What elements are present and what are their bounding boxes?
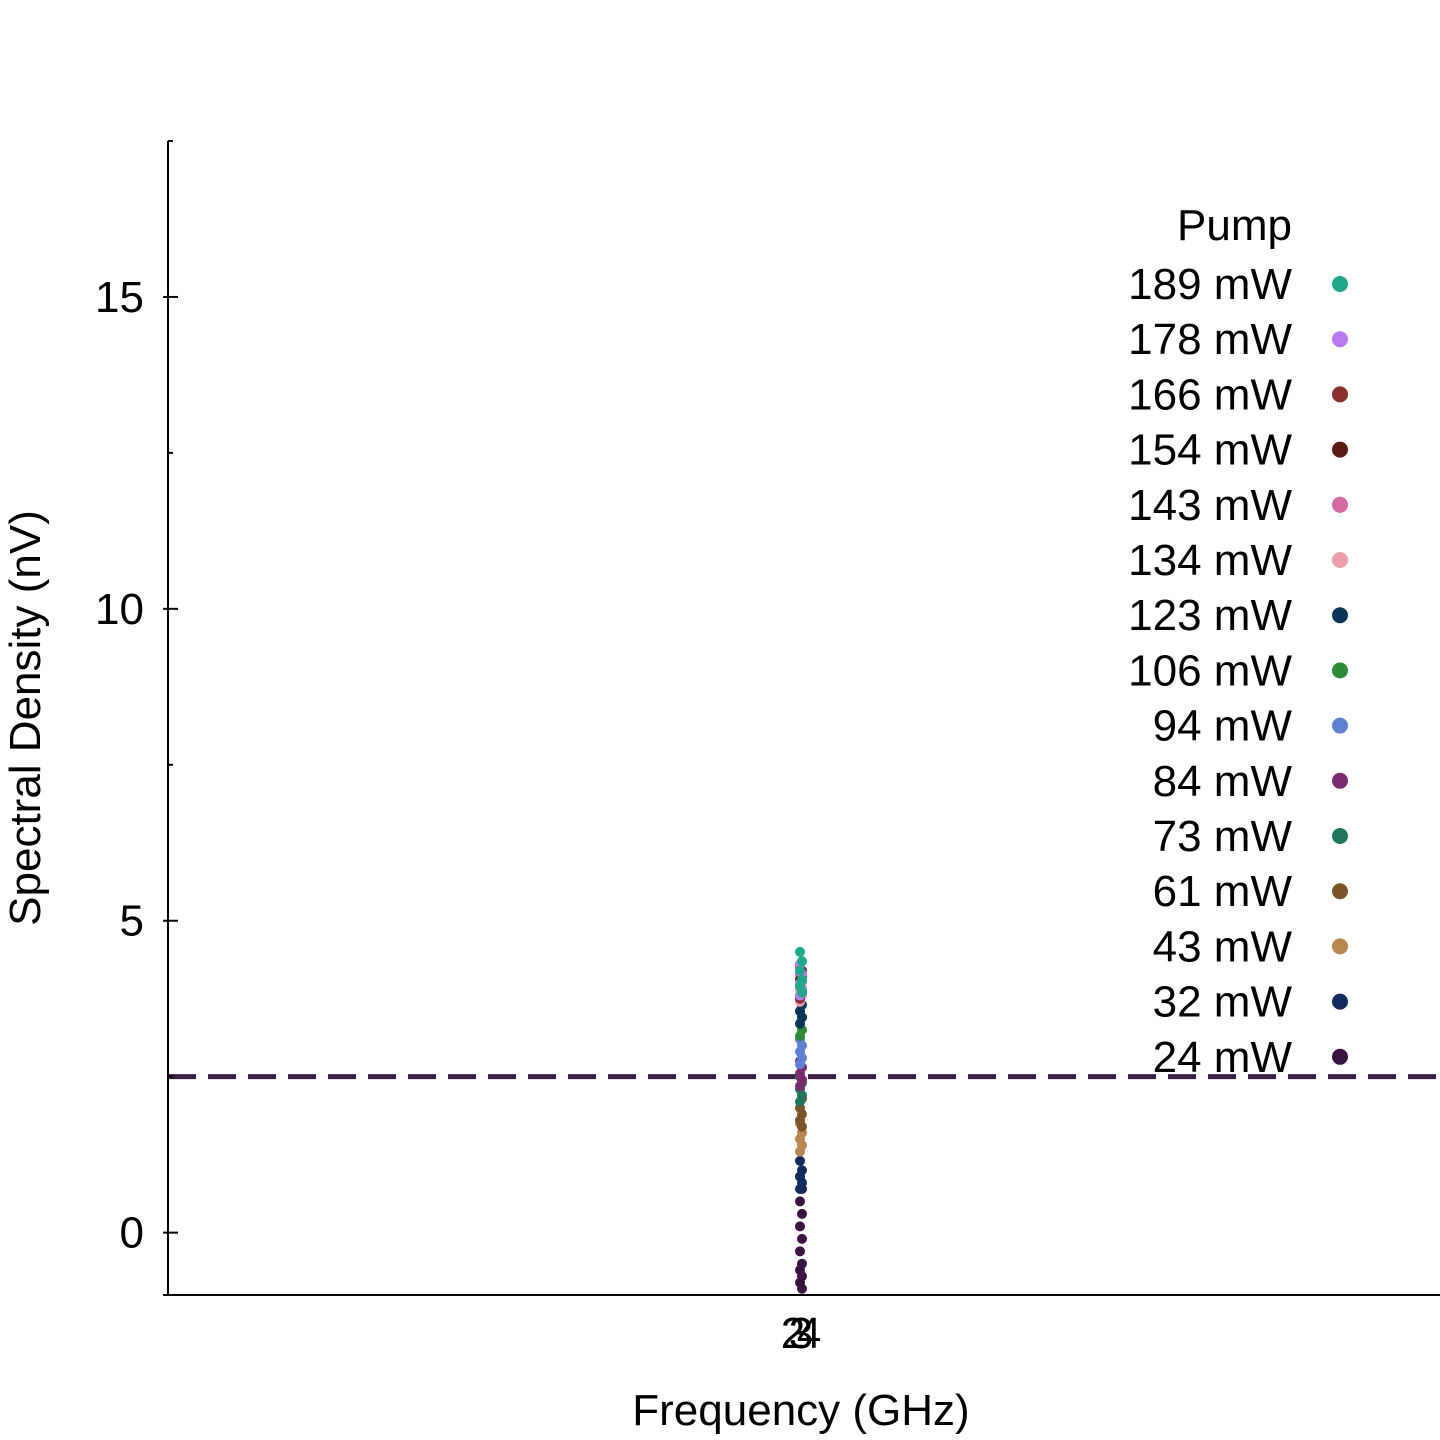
legend-marker xyxy=(1332,717,1348,734)
legend-label: 94 mW xyxy=(1153,702,1293,751)
x-axis-label: Frequency (GHz) xyxy=(632,1386,969,1435)
legend-marker xyxy=(1332,441,1348,458)
x-tick-label: 3 xyxy=(789,1309,813,1358)
legend-marker xyxy=(1332,993,1348,1010)
legend-marker xyxy=(1332,552,1348,568)
data-point xyxy=(795,1196,805,1207)
legend-label: 154 mW xyxy=(1128,426,1292,475)
data-point xyxy=(795,965,805,976)
data-point xyxy=(795,1221,805,1232)
data-point xyxy=(797,1283,807,1294)
data-point xyxy=(797,1233,807,1244)
legend-marker xyxy=(1332,938,1348,955)
legend-label: 143 mW xyxy=(1128,481,1292,530)
data-point xyxy=(795,1146,805,1157)
legend-label: 134 mW xyxy=(1128,536,1292,585)
y-tick-label: 0 xyxy=(120,1209,144,1258)
data-point xyxy=(795,1183,805,1194)
data-point xyxy=(795,1018,805,1029)
legend-label: 178 mW xyxy=(1128,315,1292,364)
legend-marker xyxy=(1332,772,1348,789)
data-point xyxy=(795,1031,805,1042)
data-point xyxy=(795,1059,805,1070)
y-tick-label: 5 xyxy=(120,897,144,946)
legend-marker xyxy=(1332,496,1348,513)
legend-label: 61 mW xyxy=(1153,867,1293,916)
legend: Pump 189 mW 178 mW 166 mW 154 mW 143 mW 134 mW… xyxy=(1128,201,1348,1082)
legend-marker xyxy=(1332,386,1348,403)
legend-marker xyxy=(1332,607,1348,624)
data-point xyxy=(795,1155,805,1166)
data-point xyxy=(795,946,805,957)
x-tick-label: 2 xyxy=(781,1309,805,1358)
legend-label: 84 mW xyxy=(1153,757,1293,806)
legend-label: 73 mW xyxy=(1153,812,1293,861)
legend-marker xyxy=(1332,1048,1348,1065)
y-axis-label: Spectral Density (nV) xyxy=(1,510,50,926)
legend-marker xyxy=(1332,883,1348,900)
data-point xyxy=(797,1208,807,1219)
legend-label: 166 mW xyxy=(1128,370,1292,419)
legend-marker xyxy=(1332,828,1348,844)
data-point xyxy=(797,956,807,967)
legend-label: 123 mW xyxy=(1128,591,1292,640)
legend-label: 106 mW xyxy=(1128,646,1292,695)
legend-marker xyxy=(1332,331,1348,348)
legend-title: Pump xyxy=(1177,201,1292,250)
y-tick-label: 15 xyxy=(95,273,144,322)
legend-label: 24 mW xyxy=(1153,1033,1293,1082)
y-tick-label: 10 xyxy=(95,585,144,634)
data-point xyxy=(795,1081,805,1092)
data-point xyxy=(797,1121,807,1132)
legend-marker xyxy=(1332,662,1348,679)
data-point xyxy=(795,1096,805,1107)
legend-label: 32 mW xyxy=(1153,978,1293,1027)
legend-label: 189 mW xyxy=(1128,260,1292,309)
x-tick-label: 4 xyxy=(797,1309,821,1358)
plot-area xyxy=(168,946,1440,1294)
axes: 0 5 10 15 234 xyxy=(95,140,1440,1358)
legend-label: 43 mW xyxy=(1153,922,1293,971)
legend-marker xyxy=(1332,276,1348,292)
data-point xyxy=(797,987,807,998)
data-point xyxy=(795,1246,805,1257)
